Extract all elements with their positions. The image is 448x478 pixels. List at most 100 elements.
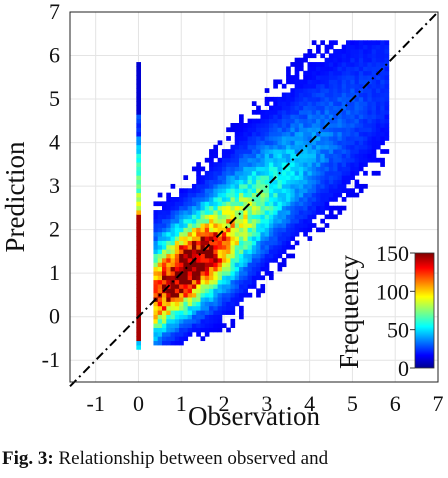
density-cell: [251, 123, 257, 128]
density-cell: [230, 288, 236, 294]
density-cell: [183, 331, 189, 337]
density-cell: [260, 266, 266, 272]
density-cell: [174, 331, 180, 337]
density-cell: [341, 188, 347, 194]
density-cell: [264, 262, 270, 268]
density-cell: [179, 210, 184, 215]
density-cell: [273, 249, 278, 254]
density-cell: [234, 257, 240, 263]
density-cell: [230, 162, 236, 167]
density-cell: [256, 240, 261, 246]
density-cell: [294, 109, 300, 115]
zero-observation-cell: [136, 205, 142, 211]
density-cell: [166, 240, 171, 246]
density-cell: [320, 101, 326, 106]
density-cell: [230, 253, 236, 259]
zero-observation-cell: [136, 271, 142, 276]
density-cell: [324, 101, 330, 106]
density-cell: [187, 249, 193, 254]
density-cell: [196, 249, 201, 254]
density-cell: [363, 62, 368, 67]
density-cell: [294, 170, 300, 176]
density-cell: [256, 109, 261, 115]
density-cell: [281, 249, 287, 254]
density-cell: [157, 214, 163, 220]
density-cell: [209, 183, 214, 189]
density-cell: [153, 340, 159, 346]
density-cell: [174, 236, 180, 241]
density-cell: [286, 179, 291, 185]
density-cell: [200, 210, 206, 215]
density-cell: [221, 210, 227, 215]
density-cell: [247, 223, 253, 228]
density-cell: [196, 327, 201, 333]
density-cell: [328, 149, 334, 154]
density-cell: [260, 201, 266, 207]
zero-observation-cell: [136, 340, 142, 346]
density-cell: [234, 301, 240, 307]
density-cell: [200, 305, 206, 311]
density-cell: [303, 210, 308, 215]
density-cell: [298, 118, 304, 124]
density-cell: [174, 305, 180, 311]
density-cell: [333, 75, 338, 80]
density-cell: [303, 144, 308, 150]
density-cell: [286, 153, 291, 159]
density-cell: [375, 109, 381, 115]
density-cell: [196, 170, 201, 176]
colorbar-label: Frequency: [334, 255, 364, 369]
density-cell: [294, 131, 300, 137]
density-cell: [371, 70, 377, 76]
density-cell: [311, 123, 317, 128]
density-cell: [243, 166, 248, 172]
density-cell: [333, 170, 338, 176]
density-cell: [320, 162, 326, 167]
density-cell: [200, 236, 206, 241]
density-cell: [371, 88, 377, 93]
density-cell: [324, 70, 330, 76]
density-cell: [217, 314, 223, 320]
density-cell: [251, 149, 257, 154]
density-cell: [226, 305, 231, 311]
density-cell: [200, 253, 206, 259]
density-cell: [179, 240, 184, 246]
density-cell: [320, 105, 326, 111]
density-cell: [316, 109, 321, 115]
density-cell: [170, 297, 176, 302]
density-cell: [333, 118, 338, 124]
density-cell: [286, 136, 291, 141]
density-cell: [174, 271, 180, 276]
density-cell: [234, 140, 240, 146]
density-cell: [346, 83, 351, 89]
density-cell: [350, 75, 355, 80]
density-cell: [209, 197, 214, 202]
density-cell: [243, 188, 248, 194]
density-cell: [333, 188, 338, 194]
x-tick-labels: -1 0 1 2 3 4 5 6 7: [87, 391, 444, 416]
density-cell: [187, 192, 193, 198]
density-cell: [264, 136, 270, 141]
density-cell: [311, 88, 317, 93]
density-cell: [239, 244, 244, 250]
zero-observation-cell: [136, 236, 142, 241]
density-cell: [260, 144, 266, 150]
density-cell: [320, 201, 326, 207]
density-cell: [217, 170, 223, 176]
density-cell: [260, 153, 266, 159]
density-cell: [346, 179, 351, 185]
density-cell: [324, 166, 330, 172]
density-cell: [170, 240, 176, 246]
density-cell: [196, 257, 201, 263]
density-cell: [333, 179, 338, 185]
density-cell: [307, 75, 313, 80]
density-cell: [247, 166, 253, 172]
zero-observation-cell: [136, 192, 142, 198]
density-cell: [187, 266, 193, 272]
density-cell: [239, 179, 244, 185]
density-cell: [153, 314, 159, 320]
density-cell: [346, 57, 351, 63]
density-cell: [200, 205, 206, 211]
density-cell: [290, 101, 296, 106]
density-cell: [350, 53, 355, 59]
